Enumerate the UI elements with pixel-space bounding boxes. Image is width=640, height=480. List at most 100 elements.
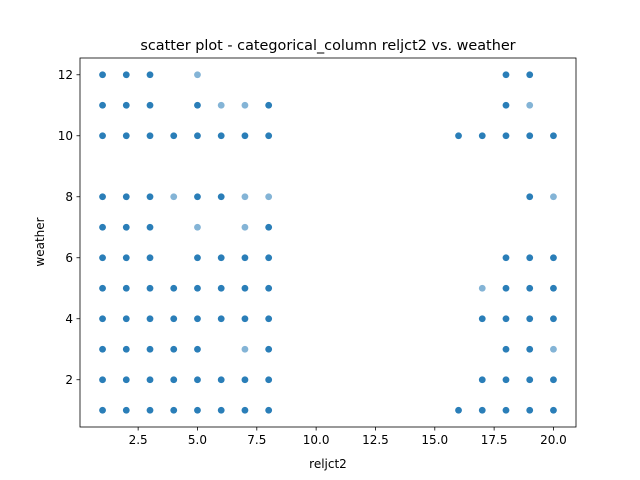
data-point (241, 406, 249, 414)
data-point (550, 376, 557, 384)
data-point (194, 132, 201, 140)
data-point (146, 101, 154, 109)
data-point (146, 223, 154, 231)
data-point (217, 254, 225, 262)
data-point (502, 345, 510, 353)
data-point (217, 284, 225, 292)
data-point (265, 345, 273, 353)
data-point (526, 193, 534, 201)
data-point (241, 284, 249, 292)
data-point (478, 376, 486, 384)
data-point (146, 132, 154, 140)
data-point (194, 284, 201, 292)
data-point (550, 406, 557, 414)
data-point (99, 193, 106, 201)
data-point (478, 406, 486, 414)
data-point (194, 71, 201, 79)
data-point (265, 376, 273, 384)
data-point (478, 284, 486, 292)
y-tick-label: 6 (65, 251, 73, 265)
data-point (526, 254, 534, 262)
plot-frame (79, 57, 577, 428)
data-point (122, 193, 130, 201)
data-point (502, 254, 510, 262)
x-tick-label: 20.0 (540, 433, 567, 447)
y-axis-label: weather (33, 217, 47, 266)
data-point (122, 254, 130, 262)
data-point (122, 101, 130, 109)
data-point (265, 254, 273, 262)
data-point (146, 406, 154, 414)
data-point (170, 376, 178, 384)
data-point (526, 284, 534, 292)
data-point (265, 406, 273, 414)
data-point (146, 284, 154, 292)
data-point (146, 193, 154, 201)
data-point (194, 406, 201, 414)
data-point (217, 315, 225, 323)
data-point (170, 132, 178, 140)
y-tick-label: 4 (65, 312, 73, 326)
y-tick-label: 8 (65, 190, 73, 204)
data-point (122, 345, 130, 353)
data-point (502, 101, 510, 109)
x-tick-label: 12.5 (362, 433, 389, 447)
data-point (526, 376, 534, 384)
data-point (194, 315, 201, 323)
data-point (122, 132, 130, 140)
data-point (241, 345, 249, 353)
data-point (217, 193, 225, 201)
chart-title: scatter plot - categorical_column reljct… (140, 38, 515, 54)
data-point (122, 284, 130, 292)
y-tick-label: 12 (58, 68, 73, 82)
data-point (550, 132, 557, 140)
data-point (122, 71, 130, 79)
data-point (122, 315, 130, 323)
data-point (122, 376, 130, 384)
data-point (265, 193, 273, 201)
points-layer (99, 71, 557, 414)
data-point (99, 315, 106, 323)
data-point (502, 132, 510, 140)
data-point (550, 315, 557, 323)
data-point (194, 345, 201, 353)
data-point (526, 132, 534, 140)
data-point (502, 284, 510, 292)
data-point (502, 315, 510, 323)
data-point (550, 254, 557, 262)
data-point (241, 315, 249, 323)
data-point (170, 193, 178, 201)
data-point (526, 345, 534, 353)
data-point (241, 132, 249, 140)
data-point (99, 254, 106, 262)
y-tick-label: 2 (65, 373, 73, 387)
data-point (194, 193, 201, 201)
x-tick-label: 2.5 (129, 433, 148, 447)
data-point (99, 101, 106, 109)
data-point (455, 132, 462, 140)
data-point (478, 315, 486, 323)
data-point (217, 406, 225, 414)
data-point (146, 71, 154, 79)
data-point (502, 406, 510, 414)
y-tick-label: 10 (58, 129, 73, 143)
data-point (265, 132, 273, 140)
data-point (146, 376, 154, 384)
data-point (170, 345, 178, 353)
axes-layer: 2.5 5.0 7.5 10.0 12.5 15.0 17.5 20.0 2 4 6 8 10 12 (58, 57, 577, 447)
x-tick-label: 7.5 (247, 433, 266, 447)
data-point (526, 71, 534, 79)
data-point (502, 71, 510, 79)
data-point (194, 101, 201, 109)
x-tick-label: 5.0 (188, 433, 207, 447)
data-point (241, 254, 249, 262)
data-point (217, 376, 225, 384)
x-tick-label: 15.0 (421, 433, 448, 447)
data-point (550, 193, 557, 201)
data-point (455, 406, 462, 414)
data-point (265, 101, 273, 109)
data-point (99, 406, 106, 414)
data-point (502, 376, 510, 384)
